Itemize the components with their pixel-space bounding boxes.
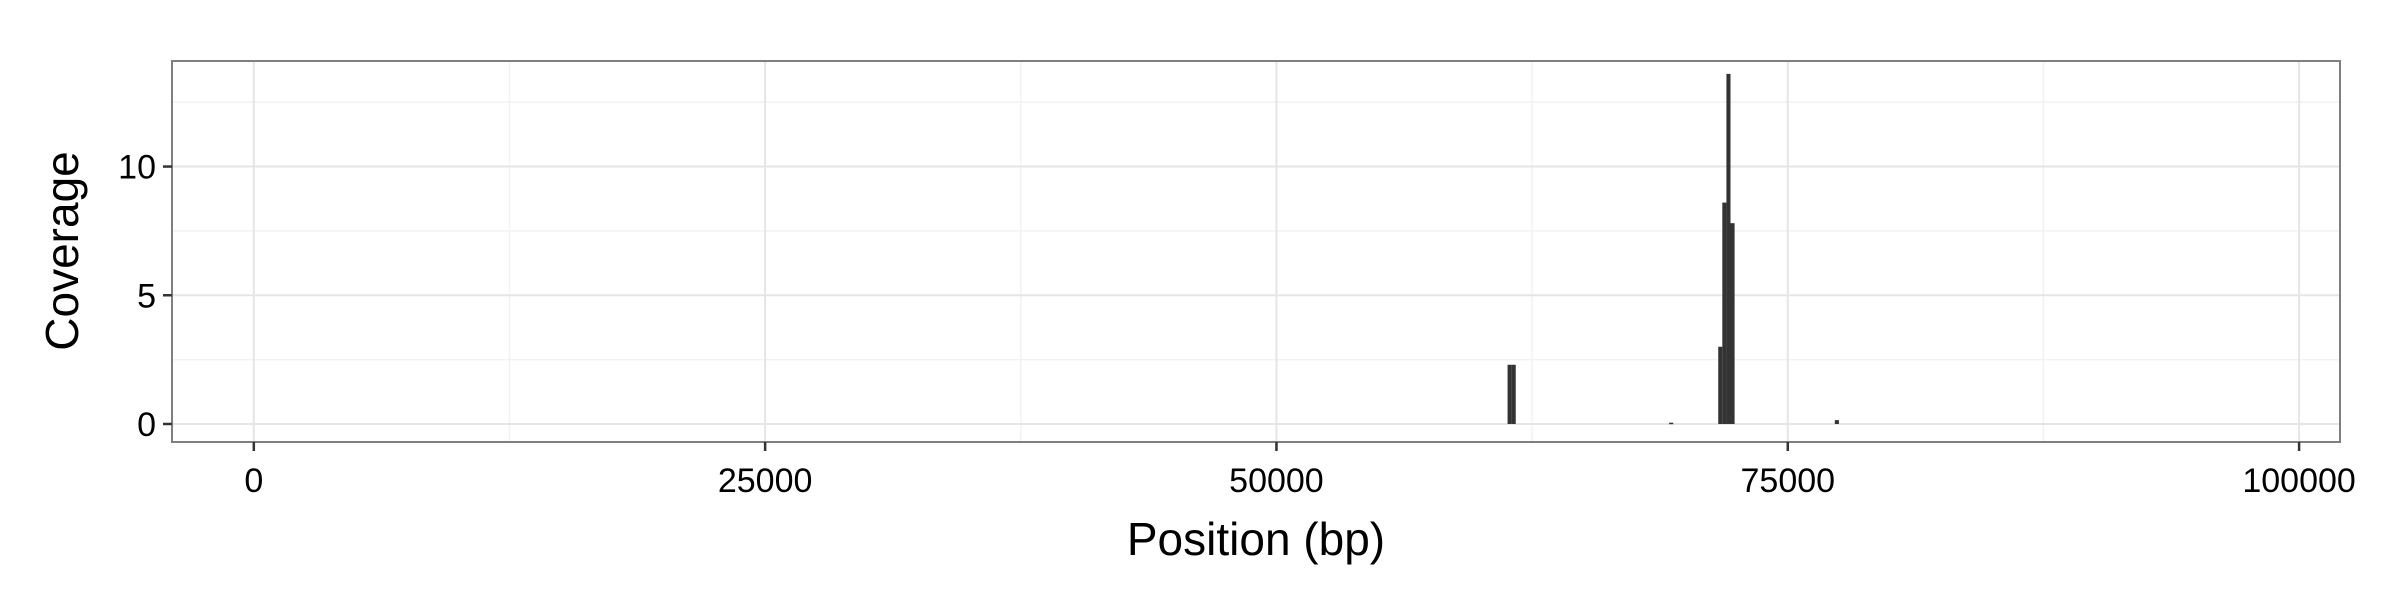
panel-border [171, 60, 2341, 443]
x-tick-label: 0 [244, 462, 263, 500]
coverage-bar [1718, 346, 1723, 424]
coverage-bar [1507, 364, 1512, 424]
x-tick-label: 25000 [718, 462, 813, 500]
x-tick-label: 75000 [1741, 462, 1836, 500]
y-tick-label: 0 [137, 406, 156, 444]
y-tick-label: 10 [118, 149, 156, 187]
coverage-bar [1730, 223, 1735, 424]
coverage-bar [1834, 420, 1839, 424]
x-tick-label: 100000 [2242, 462, 2355, 500]
bar-layer [1507, 73, 1839, 425]
y-tick-label: 5 [137, 277, 156, 315]
label-layer: 0 25000 50000 75000 100000 0 5 10 [118, 149, 2356, 500]
coverage-bar [1669, 422, 1674, 425]
tick-layer [163, 165, 2301, 451]
grid-layer [172, 61, 2340, 442]
y-axis-title: Coverage [36, 151, 88, 350]
x-tick-label: 50000 [1229, 462, 1324, 500]
x-axis-title: Position (bp) [1127, 513, 1385, 565]
coverage-bar [1726, 73, 1731, 424]
coverage-bar [1511, 364, 1516, 424]
coverage-bar [1722, 202, 1727, 424]
